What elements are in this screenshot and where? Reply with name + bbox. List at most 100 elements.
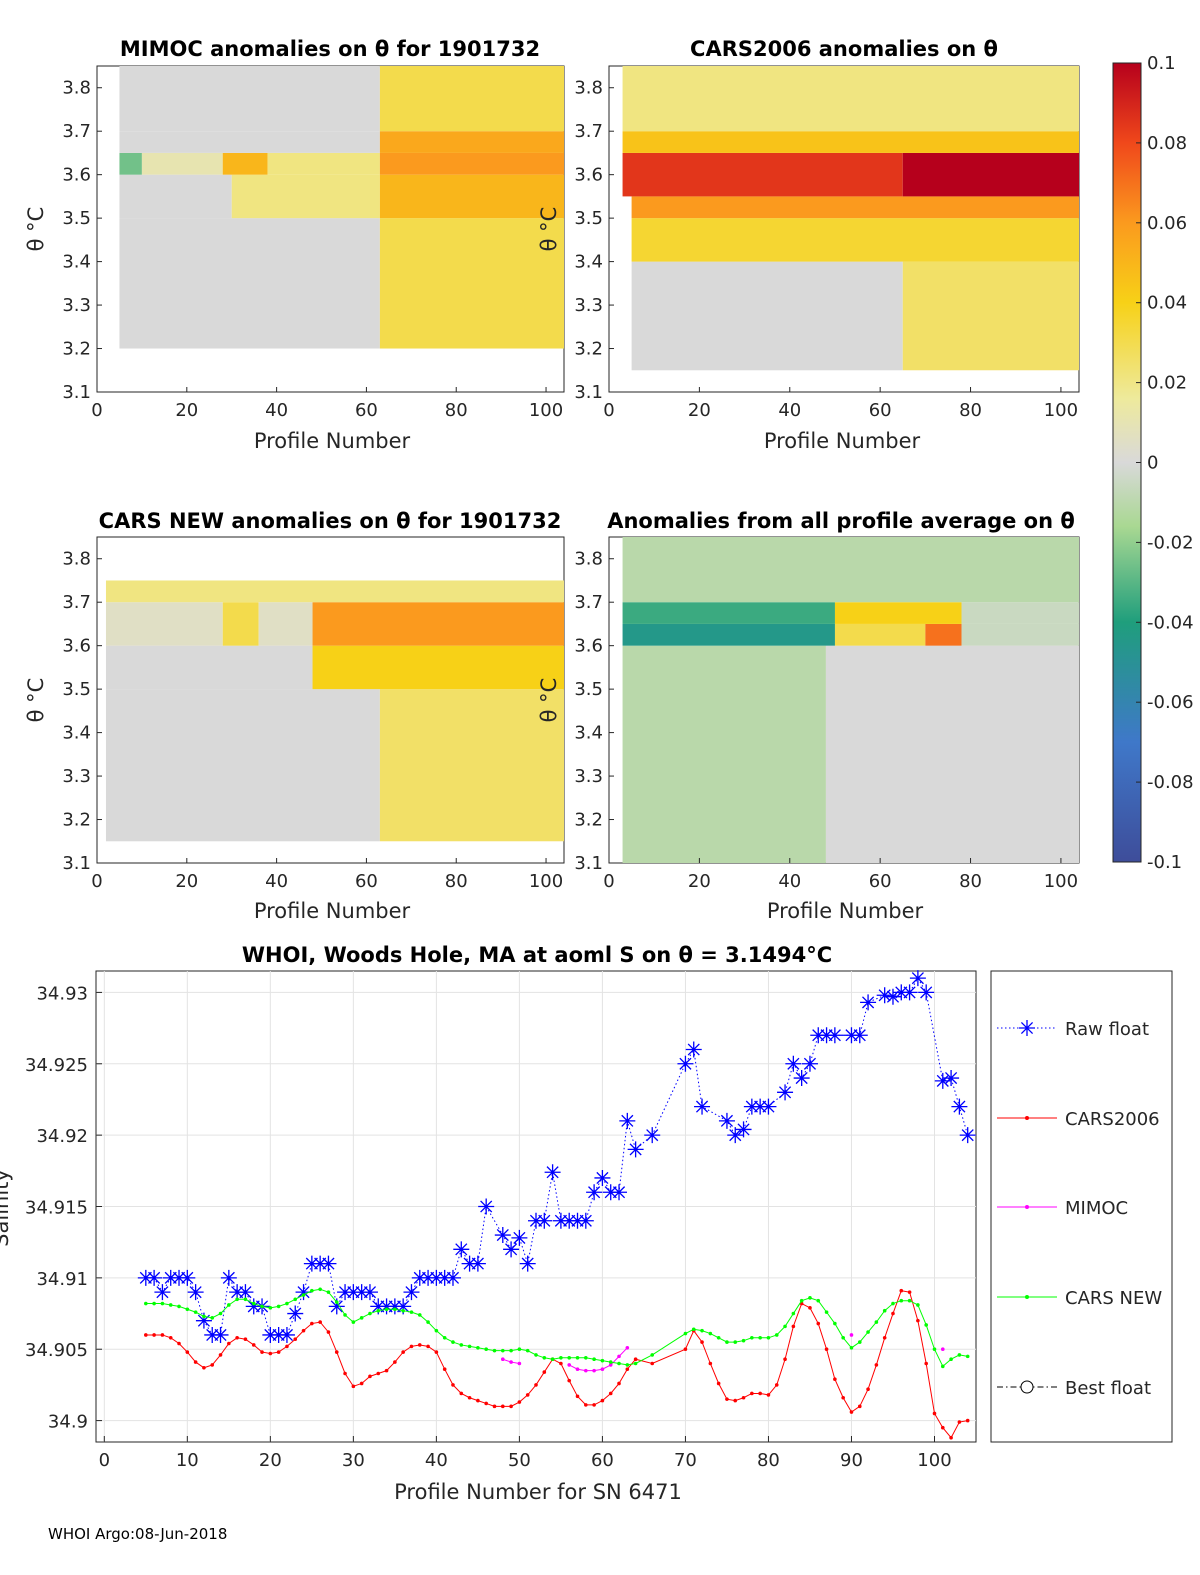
legend-label-cars-new: CARS NEW [1065, 1288, 1162, 1309]
y-tick-label: 3.5 [574, 208, 603, 229]
data-point-mimoc [509, 1360, 513, 1364]
data-point-cars-new [716, 1336, 721, 1340]
data-point-cars2006 [650, 1361, 655, 1366]
legend-label-raw-float: Raw float [1065, 1019, 1149, 1040]
data-point-cars2006 [401, 1350, 405, 1354]
data-point-cars-new [351, 1320, 356, 1324]
data-point-cars2006 [492, 1404, 497, 1409]
heat-cell [834, 623, 926, 646]
heat-cell [105, 689, 380, 842]
data-point-cars2006 [758, 1391, 762, 1396]
heat-cell [379, 152, 564, 175]
data-point-cars2006 [617, 1381, 621, 1386]
x-tick-label: 100 [917, 1450, 951, 1471]
y-tick-label: 3.6 [574, 636, 603, 657]
data-point-cars-new [916, 1303, 920, 1307]
y-tick-label: 3.5 [62, 679, 91, 700]
data-point-cars-new [276, 1304, 281, 1309]
panel-carsnew-ylabel: θ °C [24, 678, 48, 723]
y-tick-label: 3.6 [62, 165, 91, 186]
data-point-cars2006 [285, 1344, 289, 1349]
data-point-cars-new [824, 1310, 829, 1314]
data-point-cars-new [210, 1316, 215, 1320]
data-point-cars2006 [625, 1367, 630, 1372]
data-point-cars-new [625, 1363, 630, 1367]
y-tick-label: 3.4 [574, 252, 603, 273]
data-point-raw-float [278, 1326, 295, 1343]
data-point-cars2006 [816, 1321, 821, 1326]
series-cars2006 [144, 1288, 970, 1440]
y-tick-label: 3.3 [62, 295, 91, 316]
y-tick-label: 3.8 [574, 78, 603, 99]
data-point-cars2006 [326, 1330, 331, 1334]
data-point-cars2006 [500, 1404, 505, 1409]
data-point-cars2006 [575, 1394, 580, 1399]
heat-cell [222, 602, 259, 646]
data-point-raw-float [893, 984, 910, 1001]
heat-cell [902, 152, 1079, 197]
data-point-cars2006 [849, 1410, 854, 1414]
data-point-cars-new [766, 1336, 771, 1340]
y-tick-label: 34.905 [25, 1340, 88, 1361]
x-tick-label: 40 [778, 871, 801, 892]
data-point-cars-new [484, 1347, 488, 1352]
data-point-cars-new [592, 1357, 596, 1362]
data-point-cars-new [359, 1316, 364, 1320]
data-point-raw-float [577, 1212, 594, 1229]
data-point-cars-new [783, 1324, 787, 1329]
legend-label-cars2006: CARS2006 [1065, 1109, 1160, 1130]
data-point-cars-new [334, 1300, 339, 1304]
heat-cell [379, 66, 564, 132]
salinity-chart-axes: 0 10 20 30 40 50 60 70 80 90 100 34.9 34.905 34.91 34.… [25, 983, 952, 1471]
y-tick-label: 3.2 [62, 810, 91, 831]
data-point-raw-float [245, 1298, 262, 1315]
data-point-raw-float [179, 1269, 196, 1286]
data-point-cars-new [368, 1311, 372, 1316]
data-point-cars-new [550, 1357, 555, 1362]
data-point-raw-float [436, 1269, 453, 1286]
data-point-cars-new [476, 1346, 480, 1350]
panel-average: Anomalies from all profile average on θ … [537, 509, 1080, 923]
data-point-raw-float [627, 1141, 644, 1158]
data-point-raw-float [801, 1055, 818, 1072]
data-point-cars2006 [227, 1341, 231, 1346]
salinity-chart-xlabel: Profile Number for SN 6471 [394, 1480, 682, 1504]
data-point-cars2006 [907, 1290, 912, 1294]
data-point-cars-new [725, 1340, 729, 1344]
data-point-cars2006 [467, 1395, 472, 1400]
data-point-cars-new [940, 1364, 945, 1369]
data-point-raw-float [718, 1112, 735, 1129]
data-point-cars2006 [310, 1321, 314, 1326]
data-point-raw-float [287, 1305, 304, 1322]
data-point-cars2006 [683, 1347, 688, 1352]
y-tick-label: 3.7 [574, 121, 603, 142]
panel-carsnew-title: CARS NEW anomalies on θ for 1901732 [99, 509, 562, 533]
data-point-cars-new [285, 1301, 289, 1306]
data-point-cars2006 [334, 1350, 339, 1354]
data-point-raw-float [237, 1284, 254, 1301]
heat-cell [119, 131, 380, 153]
heat-cell [825, 645, 1079, 863]
data-point-raw-float [760, 1098, 777, 1115]
heat-cell [379, 131, 564, 153]
data-point-cars-new [442, 1336, 447, 1340]
data-point-cars2006 [351, 1384, 356, 1389]
y-tick-label: 3.3 [574, 295, 603, 316]
data-point-cars2006 [426, 1344, 430, 1349]
data-point-raw-float [619, 1112, 636, 1129]
heat-cell [631, 261, 903, 371]
data-point-mimoc [592, 1368, 596, 1373]
data-point-cars-new [965, 1354, 970, 1359]
data-point-raw-float [843, 1027, 860, 1044]
data-point-cars2006 [866, 1387, 870, 1391]
data-point-cars-new [833, 1321, 837, 1326]
data-point-cars2006 [916, 1318, 920, 1323]
data-point-raw-float [444, 1269, 461, 1286]
data-point-cars2006 [476, 1398, 480, 1403]
salinity-chart-ylabel: Salinity [0, 1169, 13, 1247]
data-point-cars-new [808, 1296, 812, 1300]
colorbar-tick-label: 0 [1147, 453, 1158, 474]
data-point-cars-new [882, 1308, 887, 1313]
data-point-cars-new [534, 1353, 538, 1357]
data-point-cars-new [584, 1355, 588, 1360]
